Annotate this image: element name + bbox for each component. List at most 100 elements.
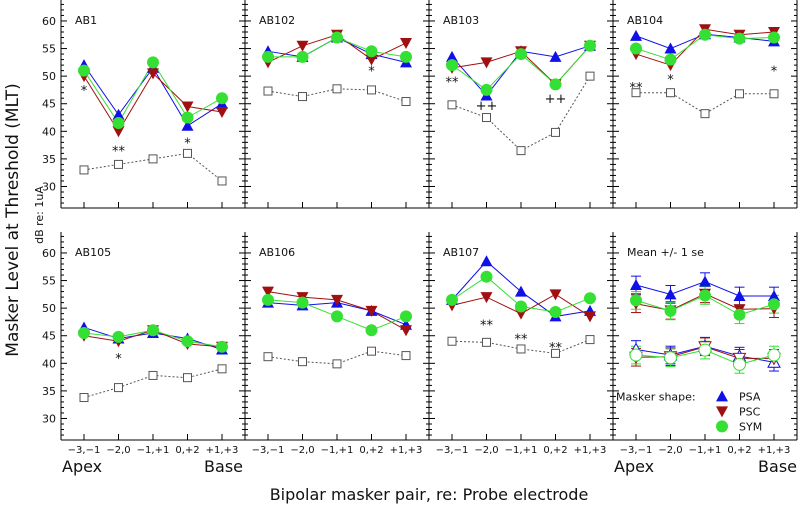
panel-title: AB103 [443,14,479,27]
y-tick-label: 30 [42,180,56,193]
sym-marker [629,348,643,362]
psc-marker [181,101,194,113]
probe-marker [735,89,744,99]
panel-ab103: AB103 ** ++ ++ [428,0,614,209]
significance-annotation: ++ [476,99,498,114]
sym-marker [768,31,780,44]
significance-annotation: * [368,65,375,80]
psc-marker [480,57,493,69]
y-tick-label: 55 [42,43,56,56]
probe-marker [263,86,273,96]
psc-marker [716,406,728,418]
x-tick-label: −3,−1 [620,445,653,456]
legend-label-psc: PSC [739,405,761,418]
y-tick-label: 40 [42,125,56,138]
sym-marker [296,50,309,63]
probe-marker [769,89,779,99]
y-tick-label: 30 [42,412,56,425]
sym-marker [733,357,746,371]
sym-marker [181,335,194,348]
significance-annotation: ** [480,319,494,334]
psc-marker [365,305,378,317]
x-tick-label: −1,+1 [689,445,722,456]
y-tick-label: 45 [42,330,56,343]
probe-marker [447,336,457,346]
x-tick-label: 0,+2 [175,445,199,456]
probe-marker [585,71,595,81]
probe-marker [551,127,560,137]
sym-marker [446,59,458,72]
probe-marker [183,148,192,158]
probe-marker [114,383,123,393]
psc-marker [480,292,493,304]
psc-marker [147,68,159,80]
x-tick-label: −3,−1 [68,445,101,456]
significance-annotation: * [667,73,674,88]
sym-marker [699,289,711,302]
significance-annotation: * [115,352,122,367]
significance-annotation: ++ [545,92,567,107]
x-tick-label: 0,+2 [543,445,567,456]
probe-marker [516,146,526,156]
probe-marker [332,84,342,94]
sym-marker [331,310,343,323]
x-tick-label: 0,+2 [359,445,383,456]
sym-marker [664,304,677,317]
significance-annotation: * [184,136,191,151]
psa-marker [446,50,458,62]
psc-marker [112,126,125,138]
sym-marker [147,56,159,69]
sym-marker [216,340,228,353]
sym-marker [296,296,309,309]
probe-marker [401,351,411,361]
panel-ab104: AB104**** [612,0,798,209]
sym-marker [698,343,712,357]
sym-marker [78,326,90,339]
probe-marker [631,88,641,98]
psc-marker [296,40,309,52]
panel-ab102: AB102 * [244,0,430,209]
sym-marker [181,111,194,124]
x-axis-label: Bipolar masker pair, re: Probe electrode [270,485,589,504]
base-label-left: Base [204,457,243,476]
probe-marker [447,100,457,110]
psa-marker [733,290,746,301]
psc-marker [365,54,378,66]
probe-marker [114,159,123,169]
significance-annotation: * [771,65,778,80]
x-tick-label: −2,0 [290,445,314,456]
y-tick-label: 60 [42,15,56,28]
y-tick-label: 35 [42,153,56,166]
panel-ab105: 30 35 40 45 50 55 60 −3,−1 −2,0 −1,+1 0,+2 +1,+3 AB1… [42,232,246,456]
psa-marker [515,285,527,297]
y-tick-label: 60 [42,247,56,260]
psa-marker [768,290,780,301]
psa-marker [699,275,711,287]
probe-marker [79,165,89,175]
x-tick-label: +1,+3 [574,445,607,456]
sym-marker [515,300,527,313]
panel-title: AB102 [259,14,295,27]
x-tick-label: −2,0 [658,445,682,456]
y-tick-label: 45 [42,98,56,111]
psc-marker [549,289,562,301]
sym-marker [584,292,596,305]
significance-annotation: ** [446,76,460,91]
sym-marker [446,293,458,306]
psa-marker [549,50,562,62]
sym-marker [78,64,90,77]
psa-marker [716,390,728,402]
y-tick-label: 50 [42,70,56,83]
x-tick-label: −2,0 [106,445,130,456]
y-tick-label: 55 [42,275,56,288]
sym-marker [480,83,493,96]
psa-marker [664,288,677,300]
probe-marker [482,337,491,347]
sym-marker [216,92,228,105]
probe-marker [700,109,710,119]
probe-line [267,88,407,102]
panel-mean-1-se: −3,−1 −2,0 −1,+1 0,+2 +1,+3 Mean +/- 1 se Mask… [612,232,798,456]
panel-title: AB105 [75,246,111,259]
x-tick-label: +1,+3 [390,445,423,456]
